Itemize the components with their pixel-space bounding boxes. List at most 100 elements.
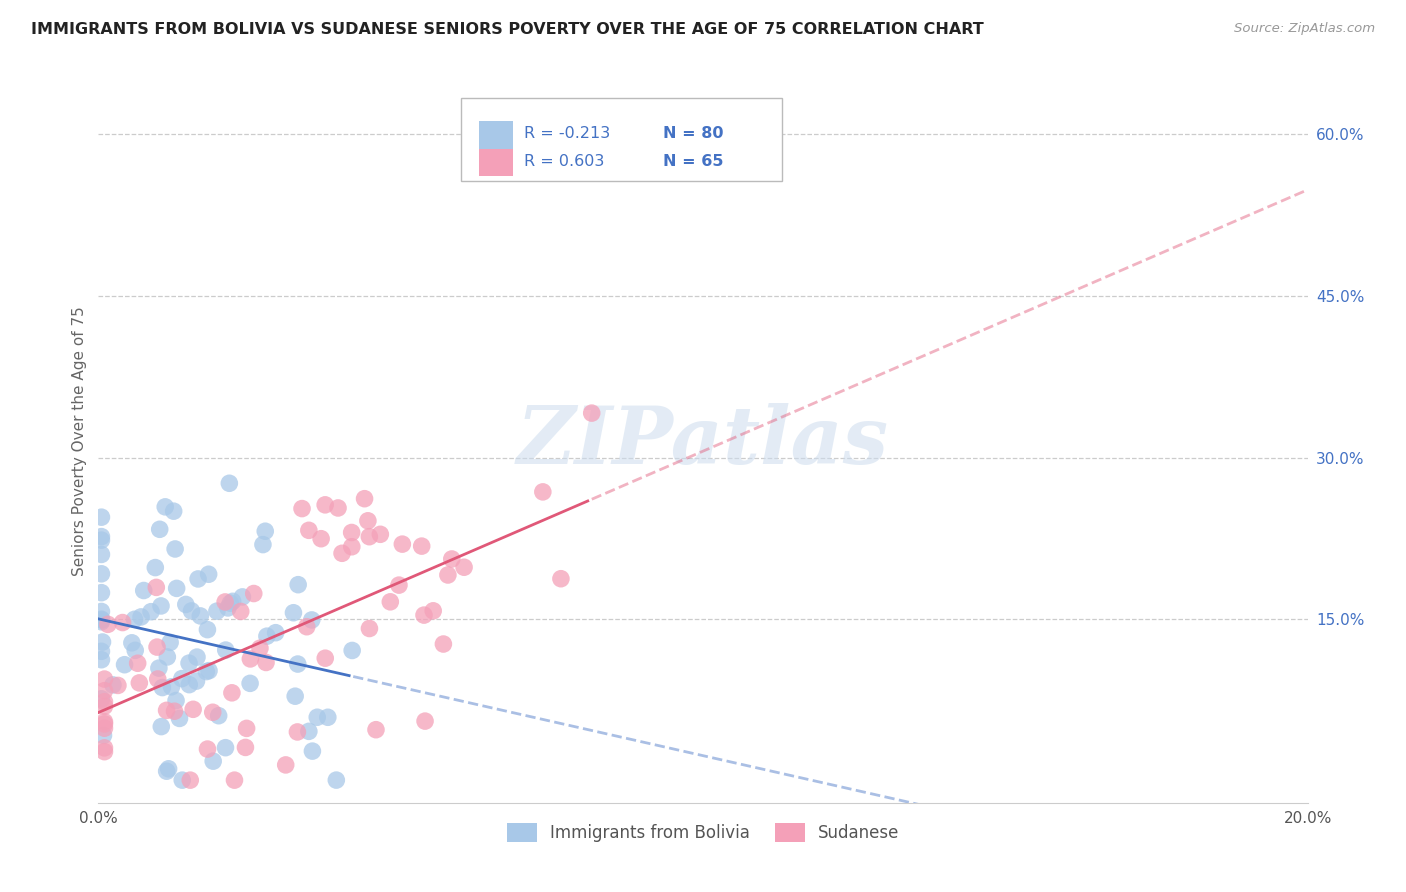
Point — [307, 710, 329, 724]
Text: N = 80: N = 80 — [664, 127, 724, 141]
Point — [155, 703, 177, 717]
Point — [249, 641, 271, 656]
Text: R = 0.603: R = 0.603 — [524, 154, 605, 169]
Point — [422, 604, 444, 618]
Point — [129, 610, 152, 624]
Point — [114, 657, 136, 672]
Point — [214, 740, 236, 755]
Point — [340, 643, 363, 657]
Point — [432, 637, 454, 651]
Point — [391, 537, 413, 551]
Point — [218, 476, 240, 491]
Point — [155, 500, 177, 514]
Point — [357, 514, 380, 528]
Point — [208, 708, 231, 723]
Point — [111, 615, 134, 630]
Point — [145, 581, 167, 595]
Point — [160, 680, 183, 694]
Text: ZIPatlas: ZIPatlas — [517, 403, 889, 480]
Text: IMMIGRANTS FROM BOLIVIA VS SUDANESE SENIORS POVERTY OVER THE AGE OF 75 CORRELATI: IMMIGRANTS FROM BOLIVIA VS SUDANESE SENI… — [31, 22, 984, 37]
Point — [314, 498, 336, 512]
Point — [284, 689, 307, 703]
Point — [413, 608, 436, 623]
Text: R = -0.213: R = -0.213 — [524, 127, 610, 141]
Point — [340, 525, 363, 540]
Point — [221, 686, 243, 700]
Point — [163, 704, 186, 718]
Point — [150, 681, 173, 695]
Point — [235, 740, 257, 755]
Point — [314, 651, 336, 665]
Point — [291, 501, 314, 516]
Point — [340, 540, 363, 554]
Point — [186, 674, 208, 689]
Point — [214, 595, 236, 609]
Point — [229, 604, 252, 618]
Point — [239, 652, 262, 666]
Point — [287, 725, 309, 739]
Point — [411, 539, 433, 553]
Point — [93, 683, 115, 698]
Point — [295, 620, 318, 634]
Point — [188, 608, 211, 623]
Point — [159, 635, 181, 649]
Point — [90, 510, 112, 524]
Point — [93, 740, 115, 755]
Point — [150, 599, 173, 613]
Point — [581, 406, 603, 420]
Point — [364, 723, 387, 737]
Point — [90, 615, 112, 629]
Point — [156, 649, 179, 664]
Point — [90, 533, 112, 548]
Point — [90, 613, 112, 627]
Point — [326, 500, 349, 515]
Point — [90, 644, 112, 658]
Point — [93, 695, 115, 709]
Point — [217, 601, 239, 615]
Point — [254, 656, 277, 670]
Point — [90, 612, 112, 626]
Point — [195, 665, 218, 679]
Point — [437, 568, 460, 582]
Point — [198, 664, 221, 678]
Point — [274, 758, 297, 772]
Point — [165, 693, 187, 707]
Point — [90, 691, 112, 706]
Point — [107, 678, 129, 692]
Point — [148, 661, 170, 675]
Point — [197, 742, 219, 756]
Point — [132, 583, 155, 598]
Point — [93, 745, 115, 759]
Point — [90, 548, 112, 562]
Point — [256, 629, 278, 643]
Point — [370, 527, 392, 541]
Point — [93, 717, 115, 731]
Point — [128, 676, 150, 690]
Point — [187, 572, 209, 586]
Point — [316, 710, 339, 724]
Point — [287, 657, 309, 671]
Point — [121, 636, 143, 650]
Point — [93, 699, 115, 714]
Legend: Immigrants from Bolivia, Sudanese: Immigrants from Bolivia, Sudanese — [501, 816, 905, 848]
Point — [221, 594, 243, 608]
Point — [359, 622, 381, 636]
Point — [453, 560, 475, 574]
Point — [127, 657, 149, 671]
Point — [359, 530, 381, 544]
FancyBboxPatch shape — [461, 98, 782, 181]
Point — [90, 605, 112, 619]
Point — [166, 582, 188, 596]
Point — [298, 724, 321, 739]
Point — [283, 606, 305, 620]
Point — [174, 598, 197, 612]
Point — [169, 711, 191, 725]
Point — [287, 577, 309, 591]
Point — [231, 590, 253, 604]
Text: N = 65: N = 65 — [664, 154, 724, 169]
FancyBboxPatch shape — [479, 121, 513, 149]
Point — [440, 552, 463, 566]
Point — [202, 754, 225, 768]
Point — [550, 572, 572, 586]
Point — [219, 596, 242, 610]
